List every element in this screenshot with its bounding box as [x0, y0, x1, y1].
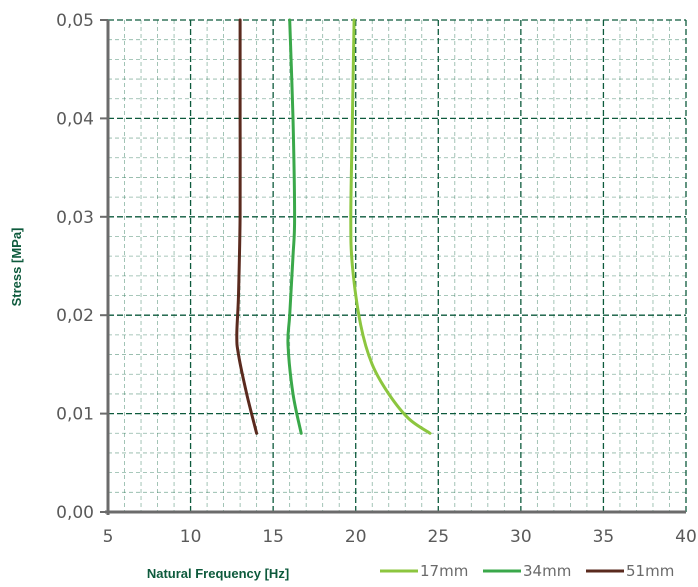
- x-tick-label: 20: [345, 527, 367, 547]
- y-tick-label: 0,03: [56, 208, 94, 228]
- series-line-34mm: [286, 18, 303, 435]
- series-line-17mm: [349, 18, 432, 435]
- x-tick-label: 25: [427, 527, 449, 547]
- x-tick-labels: 5 10 15 20 25 30 35 40: [103, 527, 697, 547]
- x-tick-label: 40: [675, 527, 697, 547]
- x-axis-title: Natural Frequency [Hz]: [147, 566, 289, 581]
- y-tick-label: 0,02: [56, 306, 94, 326]
- major-gridlines: [108, 19, 687, 512]
- y-axis-title: Stress [MPa]: [9, 228, 24, 307]
- x-tick-label: 5: [103, 527, 114, 547]
- axes: [100, 19, 686, 515]
- x-tick-label: 30: [510, 527, 532, 547]
- y-tick-labels: 0,00 0,01 0,02 0,03 0,04 0,05: [56, 11, 94, 523]
- legend-label-51mm: 51mm: [626, 562, 674, 580]
- legend-label-17mm: 17mm: [420, 562, 468, 580]
- y-tick-label: 0,00: [56, 503, 94, 523]
- y-tick-label: 0,01: [56, 405, 94, 425]
- y-tick-label: 0,04: [56, 109, 94, 129]
- x-tick-label: 35: [593, 527, 615, 547]
- series-line-51mm: [235, 18, 259, 435]
- series-lines: [235, 18, 432, 435]
- y-tick-label: 0,05: [56, 11, 94, 31]
- minor-gridlines: [108, 20, 686, 512]
- x-tick-label: 10: [180, 527, 202, 547]
- x-tick-label: 15: [262, 527, 284, 547]
- legend-label-34mm: 34mm: [523, 562, 571, 580]
- legend: 17mm 34mm 51mm: [380, 562, 674, 580]
